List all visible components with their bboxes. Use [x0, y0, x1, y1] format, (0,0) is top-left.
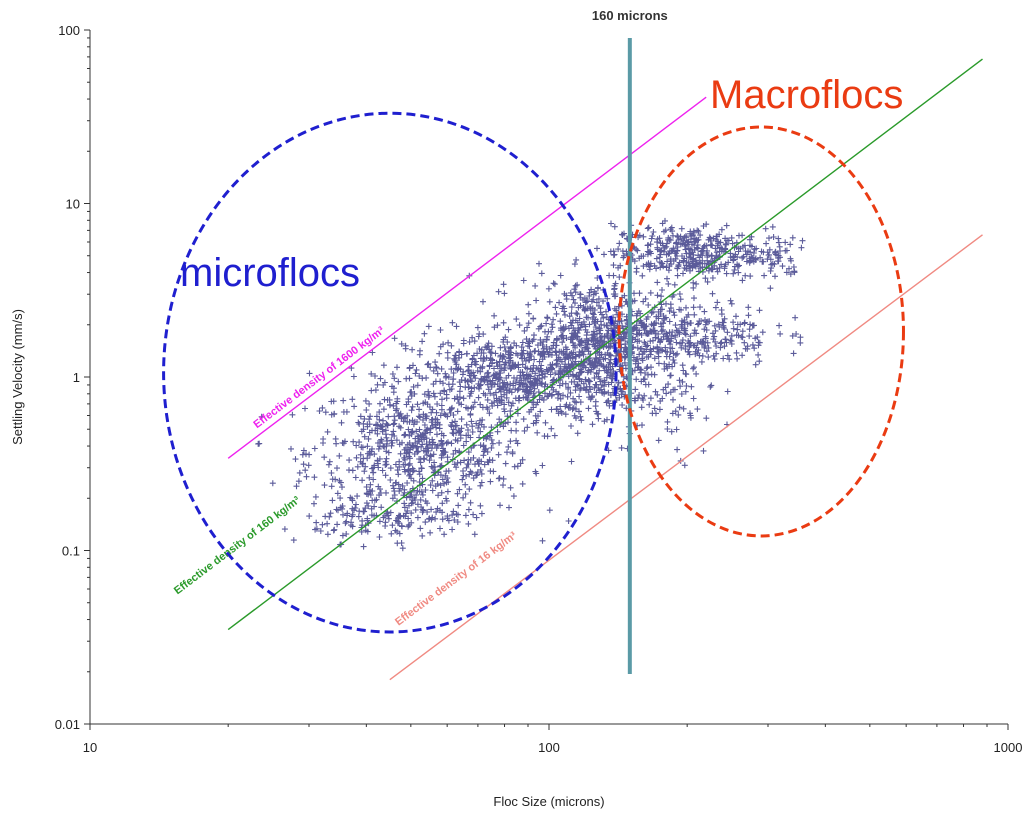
labels-layer: 0.01 0.1 1 10 100 10 100 1000 Floc Size (microns… [10, 8, 1022, 809]
data-points [255, 217, 806, 552]
density-16-line [389, 234, 983, 681]
x-axis-title: Floc Size (microns) [493, 794, 604, 809]
y-axis-title: Settling Velocity (mm/s) [10, 309, 25, 445]
size-marker-label: 160 microns [592, 8, 668, 23]
y-tick-label: 0.01 [55, 717, 80, 732]
macroflocs-label: Macroflocs [710, 73, 903, 117]
y-tick-label: 10 [66, 197, 80, 212]
density-1600-line [227, 96, 707, 459]
microflocs-label: microflocs [180, 251, 360, 295]
axes-layer [84, 29, 1009, 730]
x-tick-label: 10 [83, 740, 97, 755]
regions-layer [162, 111, 905, 634]
macroflocs-ellipse [617, 125, 905, 538]
y-tick-label: 0.1 [62, 544, 80, 559]
points-layer [255, 217, 806, 552]
y-tick-label: 100 [58, 23, 80, 38]
x-tick-label: 100 [538, 740, 560, 755]
microflocs-ellipse [162, 111, 618, 634]
density-160-line [227, 58, 983, 631]
x-tick-label: 1000 [994, 740, 1023, 755]
y-tick-label: 1 [73, 370, 80, 385]
